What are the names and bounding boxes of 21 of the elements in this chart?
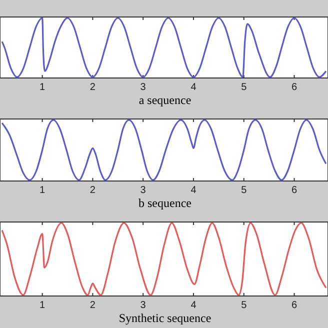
x-tick-label: 1 — [40, 82, 46, 93]
x-tick-label: 4 — [190, 185, 197, 196]
x-tick-label: 3 — [140, 185, 146, 196]
x-tick-label: 3 — [140, 300, 146, 311]
x-tick-label: 3 — [140, 82, 146, 93]
x-tick-label: 5 — [241, 300, 248, 311]
x-tick-label: 1 — [40, 300, 46, 311]
x-tick-label: 5 — [241, 82, 248, 93]
x-axis-title: a sequence — [138, 93, 192, 107]
x-tick-label: 2 — [90, 300, 96, 311]
x-tick-label: 4 — [190, 300, 197, 311]
x-tick-label: 4 — [190, 82, 197, 93]
x-axis-title: Synthetic sequence — [118, 311, 212, 325]
x-tick-label: 5 — [241, 185, 248, 196]
x-tick-label: 2 — [90, 185, 96, 196]
x-tick-label: 1 — [40, 185, 46, 196]
x-tick-label: 2 — [90, 82, 96, 93]
x-tick-label: 6 — [291, 82, 298, 93]
x-tick-label: 6 — [291, 300, 298, 311]
x-tick-label: 6 — [291, 185, 298, 196]
x-axis-title: b sequence — [138, 196, 192, 210]
